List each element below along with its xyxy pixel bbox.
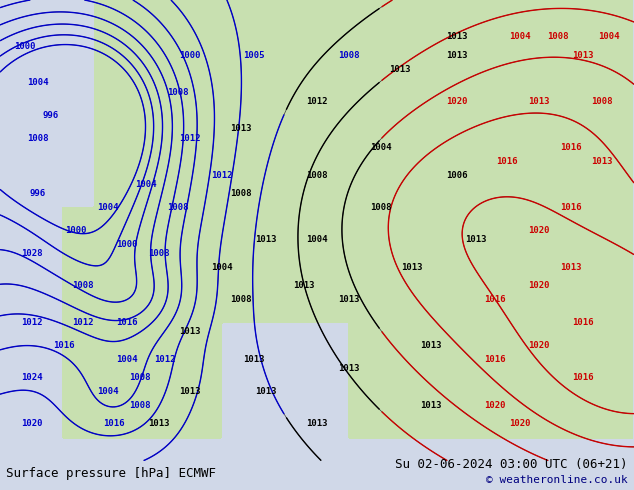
Text: 1004: 1004 [306,235,328,244]
Text: 1004: 1004 [509,32,531,41]
Text: 1004: 1004 [598,32,619,41]
Text: 1020: 1020 [484,401,505,410]
Text: 1013: 1013 [148,419,169,428]
Text: 1000: 1000 [116,240,138,248]
Text: 1008: 1008 [129,401,150,410]
Text: 1013: 1013 [389,65,410,74]
Text: 1013: 1013 [420,401,442,410]
Text: Surface pressure [hPa] ECMWF: Surface pressure [hPa] ECMWF [6,467,216,480]
Text: 1013: 1013 [243,355,264,364]
Text: 1004: 1004 [116,355,138,364]
Text: 996: 996 [42,111,59,120]
Text: 1016: 1016 [484,355,505,364]
Text: 1013: 1013 [306,419,328,428]
Text: 1016: 1016 [573,373,594,382]
Text: 1008: 1008 [27,134,49,143]
Text: 1013: 1013 [179,387,201,396]
Text: 1013: 1013 [446,32,467,41]
Text: 1013: 1013 [338,295,359,304]
Text: 1016: 1016 [573,318,594,327]
Text: 1013: 1013 [179,327,201,336]
Text: 1020: 1020 [446,97,467,106]
Text: 1008: 1008 [167,88,188,97]
Text: 1012: 1012 [179,134,201,143]
Text: 1013: 1013 [560,263,581,271]
Text: 1008: 1008 [306,171,328,179]
Text: 1013: 1013 [592,157,613,166]
Text: 1016: 1016 [53,341,74,350]
Text: 1016: 1016 [496,157,518,166]
Text: 1012: 1012 [306,97,328,106]
Text: 1013: 1013 [294,281,315,290]
Text: 996: 996 [30,189,46,198]
Text: 1013: 1013 [256,387,277,396]
Text: 1020: 1020 [528,341,550,350]
Text: 1013: 1013 [465,235,486,244]
Text: 1020: 1020 [528,281,550,290]
Text: 1020: 1020 [509,419,531,428]
Text: 1000: 1000 [179,51,201,60]
Text: 1016: 1016 [116,318,138,327]
Text: 1013: 1013 [446,51,467,60]
Text: 1004: 1004 [211,263,233,271]
Text: 1016: 1016 [560,203,581,212]
Text: 1004: 1004 [370,143,391,152]
Text: 1000: 1000 [65,226,87,235]
Text: 1008: 1008 [230,189,252,198]
Text: © weatheronline.co.uk: © weatheronline.co.uk [486,475,628,485]
Text: 1013: 1013 [338,364,359,373]
Text: 1028: 1028 [21,249,42,258]
Text: 1000: 1000 [15,42,36,50]
Text: 1013: 1013 [230,124,252,133]
Text: 1008: 1008 [592,97,613,106]
Text: 1008: 1008 [72,281,93,290]
Text: 1004: 1004 [135,180,157,189]
Text: 1016: 1016 [484,295,505,304]
Text: 1013: 1013 [401,263,423,271]
Text: 1008: 1008 [148,249,169,258]
Text: 1020: 1020 [528,226,550,235]
Text: 1008: 1008 [129,373,150,382]
Text: 1012: 1012 [72,318,93,327]
Text: 1016: 1016 [560,143,581,152]
Text: 1020: 1020 [21,419,42,428]
Text: 1016: 1016 [103,419,125,428]
Text: 1013: 1013 [528,97,550,106]
Text: 1004: 1004 [97,387,119,396]
Text: 1008: 1008 [338,51,359,60]
Text: 1012: 1012 [154,355,176,364]
Text: 1012: 1012 [211,171,233,179]
Text: 1004: 1004 [97,203,119,212]
Text: 1004: 1004 [27,78,49,87]
Text: 1012: 1012 [21,318,42,327]
Text: 1024: 1024 [21,373,42,382]
Text: 1008: 1008 [167,203,188,212]
Text: 1006: 1006 [446,171,467,179]
Text: 1008: 1008 [370,203,391,212]
Text: 1013: 1013 [573,51,594,60]
Text: 1008: 1008 [230,295,252,304]
Text: 1013: 1013 [256,235,277,244]
Text: Su 02-06-2024 03:00 UTC (06+21): Su 02-06-2024 03:00 UTC (06+21) [395,458,628,471]
Text: 1008: 1008 [547,32,569,41]
Text: 1013: 1013 [420,341,442,350]
Text: 1005: 1005 [243,51,264,60]
